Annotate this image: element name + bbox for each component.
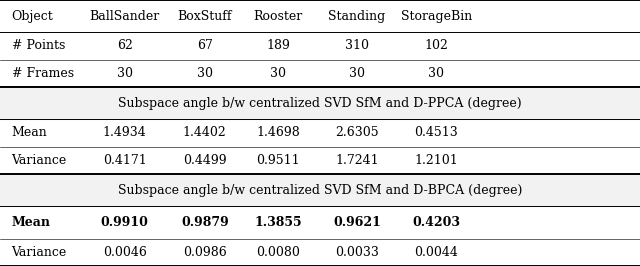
Text: Mean: Mean bbox=[12, 127, 47, 139]
Text: # Frames: # Frames bbox=[12, 67, 74, 80]
Text: Object: Object bbox=[12, 10, 53, 23]
Text: 67: 67 bbox=[197, 39, 212, 52]
Text: Variance: Variance bbox=[12, 246, 67, 259]
Text: 30: 30 bbox=[197, 67, 212, 80]
Text: 1.4698: 1.4698 bbox=[257, 127, 300, 139]
Text: 0.4203: 0.4203 bbox=[413, 216, 461, 229]
Text: 30: 30 bbox=[117, 67, 133, 80]
Text: 62: 62 bbox=[117, 39, 132, 52]
Text: Rooster: Rooster bbox=[254, 10, 303, 23]
Text: 0.9879: 0.9879 bbox=[181, 216, 228, 229]
Text: 0.4513: 0.4513 bbox=[415, 127, 458, 139]
Text: 310: 310 bbox=[345, 39, 369, 52]
Text: 1.4402: 1.4402 bbox=[183, 127, 227, 139]
Text: 0.0046: 0.0046 bbox=[103, 246, 147, 259]
Text: 2.6305: 2.6305 bbox=[335, 127, 379, 139]
Text: 30: 30 bbox=[429, 67, 445, 80]
Text: 0.9910: 0.9910 bbox=[101, 216, 148, 229]
Text: Standing: Standing bbox=[328, 10, 386, 23]
Text: 189: 189 bbox=[266, 39, 291, 52]
Text: 30: 30 bbox=[270, 67, 287, 80]
Text: Mean: Mean bbox=[12, 216, 51, 229]
Text: 0.9621: 0.9621 bbox=[333, 216, 381, 229]
Bar bbox=[0, 174, 640, 206]
Text: 0.9511: 0.9511 bbox=[257, 154, 300, 167]
Text: 0.0080: 0.0080 bbox=[257, 246, 300, 259]
Text: Subspace angle b/w centralized SVD SfM and D-BPCA (degree): Subspace angle b/w centralized SVD SfM a… bbox=[118, 184, 522, 197]
Text: 0.4499: 0.4499 bbox=[183, 154, 227, 167]
Text: 30: 30 bbox=[349, 67, 365, 80]
Text: 102: 102 bbox=[424, 39, 449, 52]
Text: 1.3855: 1.3855 bbox=[255, 216, 302, 229]
Text: Subspace angle b/w centralized SVD SfM and D-PPCA (degree): Subspace angle b/w centralized SVD SfM a… bbox=[118, 97, 522, 110]
Text: 0.0044: 0.0044 bbox=[415, 246, 458, 259]
Text: 0.0033: 0.0033 bbox=[335, 246, 379, 259]
Text: StorageBin: StorageBin bbox=[401, 10, 472, 23]
Text: BallSander: BallSander bbox=[90, 10, 160, 23]
Text: 0.0986: 0.0986 bbox=[183, 246, 227, 259]
Text: 1.7241: 1.7241 bbox=[335, 154, 379, 167]
Text: 0.4171: 0.4171 bbox=[103, 154, 147, 167]
Text: 1.2101: 1.2101 bbox=[415, 154, 458, 167]
Text: BoxStuff: BoxStuff bbox=[177, 10, 232, 23]
Text: 1.4934: 1.4934 bbox=[103, 127, 147, 139]
Bar bbox=[0, 87, 640, 119]
Text: # Points: # Points bbox=[12, 39, 65, 52]
Text: Variance: Variance bbox=[12, 154, 67, 167]
